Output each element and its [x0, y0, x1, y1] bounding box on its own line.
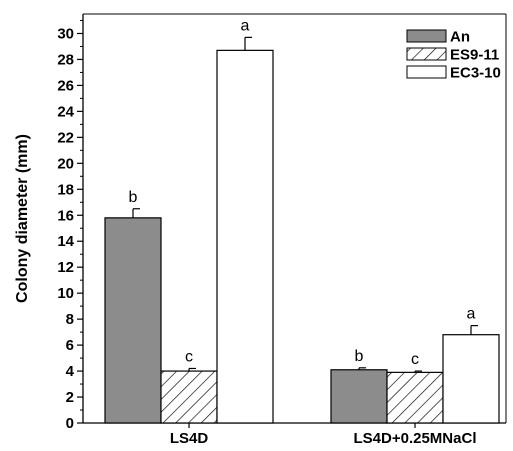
y-tick-label: 6 — [66, 337, 74, 354]
x-category-label: LS4D+0.25MNaCl — [354, 430, 477, 447]
y-tick-label: 20 — [57, 155, 74, 172]
legend-label: An — [450, 29, 470, 46]
legend-swatch-an — [406, 29, 447, 43]
y-tick-label: 2 — [66, 389, 74, 406]
y-tick-label: 0 — [66, 415, 74, 432]
y-tick-label: 30 — [57, 25, 74, 42]
bar-ec3-10-0 — [216, 49, 274, 424]
y-tick-label: 26 — [57, 77, 74, 94]
y-tick-label: 16 — [57, 207, 74, 224]
significance-letter: a — [467, 306, 476, 323]
significance-letter: c — [411, 351, 419, 368]
bar-ec3-10-1 — [442, 334, 500, 424]
y-tick-label: 4 — [66, 363, 75, 380]
y-tick-label: 24 — [57, 103, 74, 120]
bar-es9-11-1 — [386, 371, 444, 424]
y-tick-label: 8 — [66, 311, 74, 328]
significance-letter: b — [355, 348, 364, 365]
legend-swatch-es9-11 — [406, 47, 447, 61]
significance-letter: a — [241, 17, 250, 34]
y-tick-label: 22 — [57, 129, 74, 146]
bar-an-1 — [330, 369, 388, 424]
y-tick-label: 18 — [57, 181, 74, 198]
y-axis-title: Colony diameter (mm) — [14, 134, 31, 303]
bar-an-0 — [104, 217, 162, 424]
y-tick-label: 12 — [57, 259, 74, 276]
legend-swatch-ec3-10 — [406, 65, 447, 79]
bar-es9-11-0 — [160, 370, 218, 424]
significance-letter: b — [129, 189, 138, 206]
y-tick-label: 14 — [57, 233, 74, 250]
significance-letter: c — [185, 348, 193, 365]
y-tick-label: 10 — [57, 285, 74, 302]
bars: b c a b c a — [104, 17, 500, 424]
legend-label: EC3-10 — [450, 65, 501, 82]
y-tick-label: 28 — [57, 51, 74, 68]
x-category-label: LS4D — [170, 430, 209, 447]
legend-label: ES9-11 — [450, 47, 499, 64]
